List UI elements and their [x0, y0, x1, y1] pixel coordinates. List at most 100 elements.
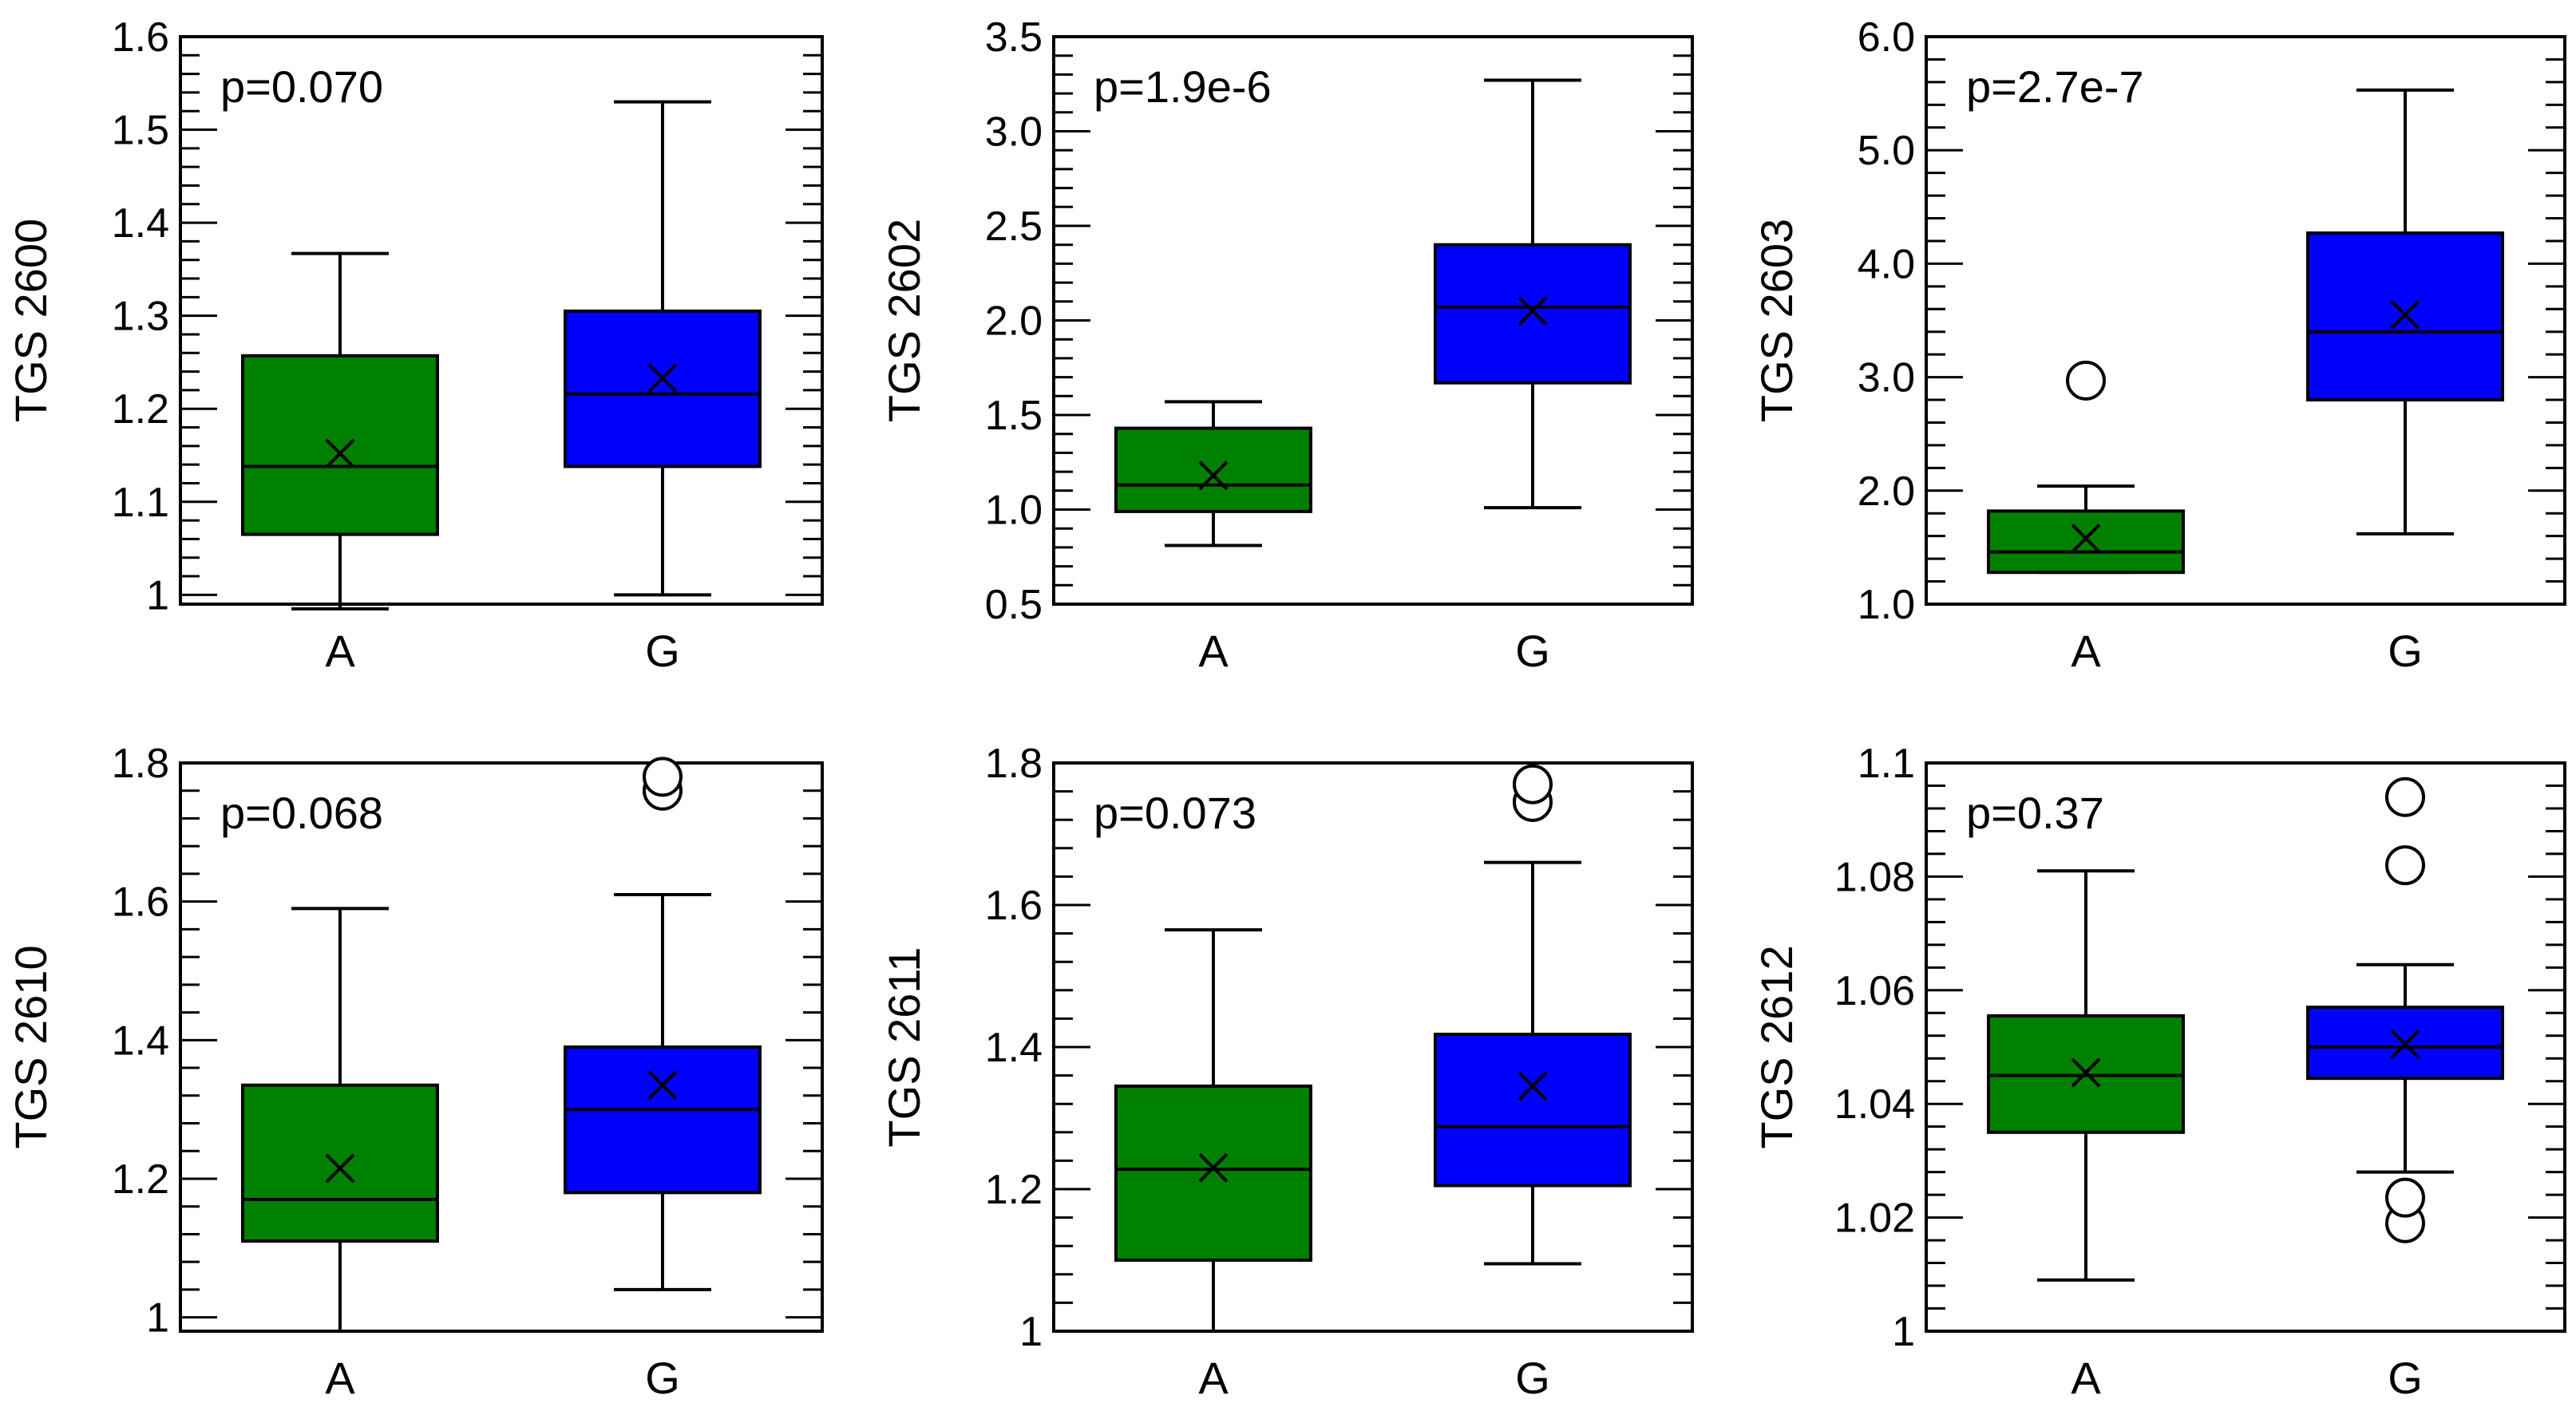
mean-marker	[647, 1070, 678, 1101]
y-tick-label: 1.1	[112, 480, 169, 526]
y-tick-label: 1.3	[112, 294, 169, 340]
x-category-label: A	[1198, 1353, 1229, 1403]
y-tick-label: 1.4	[112, 200, 169, 247]
p-value-annotation: p=0.068	[220, 788, 383, 838]
plot-frame	[1925, 35, 2566, 606]
box-G	[1434, 764, 1632, 1266]
x-category-label: G	[1515, 1353, 1550, 1403]
y-tick-label: 1.06	[1834, 968, 1915, 1014]
p-value-annotation: p=0.073	[1094, 788, 1256, 838]
y-tick-label: 1.5	[112, 108, 169, 154]
iqr-box	[1434, 243, 1632, 385]
y-tick-label: 2.0	[985, 298, 1043, 345]
panel-6: 1 1.02 1.04 1.06 1.08 1.1 TGS 2612 p=0.37 A G	[1751, 741, 2566, 1403]
mean-marker	[647, 363, 678, 393]
y-axis-title: TGS 2612	[1751, 945, 1802, 1148]
box-A	[1987, 869, 2185, 1282]
x-category-label: A	[1198, 626, 1229, 676]
y-tick-label: 1.0	[985, 488, 1043, 534]
mean-marker	[1198, 460, 1229, 491]
mean-marker	[325, 1153, 355, 1184]
outlier-point	[2066, 360, 2106, 401]
mean-marker	[325, 438, 355, 468]
iqr-box	[1987, 509, 2185, 575]
y-tick-label: 1.6	[112, 879, 169, 926]
panel-5: 1 1.2 1.4 1.6 1.8 TGS 2611 p=0.073 A G	[879, 741, 1694, 1403]
y-tick-label: 1.1	[1858, 741, 1915, 787]
mean-marker	[1198, 1152, 1229, 1183]
y-axis-title: TGS 2603	[1751, 219, 1802, 422]
mean-marker	[2390, 299, 2420, 330]
y-tick-label: 1	[1892, 1309, 1915, 1355]
y-tick-label: 1.8	[985, 741, 1043, 787]
box-A	[1114, 928, 1312, 1333]
outlier-point	[1513, 764, 1553, 804]
x-category-label: G	[645, 1353, 680, 1403]
box-G	[1434, 78, 1632, 510]
y-tick-label: 1.04	[1834, 1081, 1915, 1128]
panel-1: 1 1.1 1.2 1.3 1.4 1.5 1.6 TGS 2600 p=0.070 A G	[6, 14, 824, 676]
y-tick-label: 1.2	[112, 1156, 169, 1203]
box-A	[1987, 360, 2185, 575]
box-A	[241, 907, 439, 1333]
outlier-point	[2385, 845, 2425, 886]
y-tick-label: 1.02	[1834, 1196, 1915, 1242]
y-tick-label: 3.5	[985, 14, 1043, 61]
y-axis-title: TGS 2602	[879, 219, 929, 422]
x-category-label: A	[325, 626, 355, 676]
x-category-label: G	[1515, 626, 1550, 676]
x-category-label: A	[2071, 626, 2101, 676]
iqr-box	[241, 354, 439, 536]
y-tick-label: 1	[1019, 1309, 1043, 1355]
panel-3: 1.0 2.0 3.0 4.0 5.0 6.0 TGS 2603 p=2.7e-7 A G	[1751, 14, 2566, 676]
y-tick-label: 1.4	[985, 1025, 1043, 1071]
panel-4: 1 1.2 1.4 1.6 1.8 TGS 2610 p=0.068 A G	[6, 741, 824, 1403]
y-tick-label: 0.5	[985, 582, 1043, 628]
p-value-annotation: p=2.7e-7	[1966, 61, 2144, 112]
plot-frame	[179, 761, 824, 1333]
y-tick-label: 2.0	[1858, 468, 1915, 515]
y-axis-title: TGS 2600	[6, 219, 56, 422]
panel-2: 0.5 1.0 1.5 2.0 2.5 3.0 3.5 TGS 2602 p=1.9e-6 A G	[879, 14, 1694, 676]
y-tick-label: 1.2	[985, 1167, 1043, 1213]
plot-frame	[1925, 761, 2566, 1333]
y-tick-label: 5.0	[1858, 128, 1915, 174]
outlier-point	[643, 757, 683, 797]
mean-marker	[2390, 1030, 2420, 1059]
p-value-annotation: p=0.37	[1966, 788, 2104, 838]
mean-marker	[2071, 1057, 2101, 1088]
outlier-point	[2385, 777, 2425, 817]
iqr-box	[1114, 1084, 1312, 1262]
y-tick-label: 1.8	[112, 741, 169, 787]
y-tick-label: 1.6	[112, 14, 169, 61]
iqr-box	[2306, 1006, 2504, 1081]
p-value-annotation: p=0.070	[220, 61, 383, 112]
y-axis-title: TGS 2611	[879, 947, 929, 1147]
iqr-box	[1434, 1032, 1632, 1188]
box-G	[2306, 777, 2504, 1243]
y-tick-label: 3.0	[985, 109, 1043, 156]
x-category-label: A	[2071, 1353, 2101, 1403]
plot-frame	[179, 35, 824, 606]
mean-marker	[1518, 296, 1548, 326]
iqr-box	[241, 1083, 439, 1243]
mean-marker	[2071, 524, 2101, 553]
iqr-box	[1114, 426, 1312, 513]
x-category-label: G	[645, 626, 680, 676]
iqr-box	[564, 309, 762, 468]
box-G	[564, 100, 762, 597]
y-tick-label: 1.4	[112, 1018, 169, 1064]
iqr-box	[564, 1045, 762, 1195]
p-value-annotation: p=1.9e-6	[1094, 61, 1272, 112]
box-A	[1114, 400, 1312, 547]
mean-marker	[1518, 1071, 1548, 1101]
box-G	[564, 757, 762, 1291]
y-tick-label: 1	[146, 572, 169, 619]
y-axis-title: TGS 2610	[6, 945, 56, 1148]
y-tick-label: 1.08	[1834, 854, 1915, 900]
y-tick-label: 1.0	[1858, 582, 1915, 628]
x-category-label: A	[325, 1353, 355, 1403]
y-tick-label: 1	[146, 1295, 169, 1342]
y-tick-label: 2.5	[985, 204, 1043, 250]
